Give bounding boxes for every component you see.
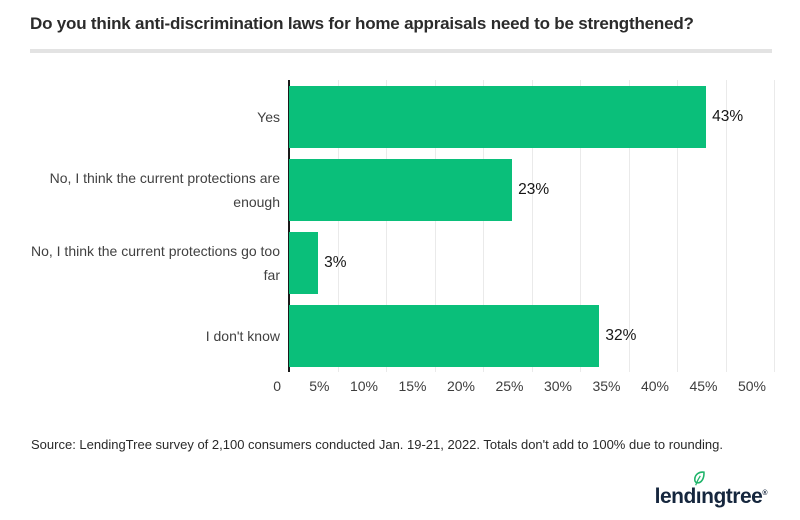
gridline-20 xyxy=(483,80,484,372)
category-label: I don't know xyxy=(205,328,280,344)
category-label: Yes xyxy=(257,109,280,125)
gridline-40 xyxy=(677,80,678,372)
x-tick-label: 25% xyxy=(495,378,524,394)
gridline-50 xyxy=(774,80,775,372)
bar-value-label: 23% xyxy=(518,181,550,198)
gridline-45 xyxy=(725,80,727,372)
category-label: No, I think the current protections go t… xyxy=(30,243,280,283)
bar-1 xyxy=(289,159,513,221)
gridline-10 xyxy=(386,80,387,372)
bar-value-label: 3% xyxy=(324,254,347,271)
x-tick-label: 10% xyxy=(349,378,378,394)
logo-letter-i: ı xyxy=(693,471,705,510)
bar-2 xyxy=(289,232,319,294)
gridline-25 xyxy=(531,80,533,372)
bar-chart: Yes No, I think the current protections a… xyxy=(0,75,800,405)
chart-question-title: Do you think anti-discrimination laws fo… xyxy=(30,14,694,33)
bar-value-label: 32% xyxy=(605,327,637,344)
x-tick-label: 40% xyxy=(640,378,669,394)
x-tick-label: 50% xyxy=(737,378,766,394)
leaf-icon xyxy=(693,471,705,486)
logo-text-post: ngtree xyxy=(701,485,763,508)
lendingtree-logo-text: lendı ngtree® xyxy=(654,471,767,510)
registered-mark: ® xyxy=(762,490,767,497)
bar-value-label: 43% xyxy=(712,108,744,125)
x-tick-label: 15% xyxy=(398,378,427,394)
lendingtree-logo: lendı ngtree® xyxy=(655,470,767,510)
category-label: No, I think the current protections are e… xyxy=(49,170,280,210)
gridline-35 xyxy=(628,80,630,372)
category-label-column: Yes No, I think the current protections a… xyxy=(0,75,280,405)
bar-3 xyxy=(289,305,600,367)
y-axis-line xyxy=(288,80,290,372)
bar-0 xyxy=(289,86,707,148)
x-tick-label: 45% xyxy=(689,378,718,394)
x-tick-label: 30% xyxy=(543,378,572,394)
x-tick-label: 20% xyxy=(446,378,475,394)
source-note: Source: LendingTree survey of 2,100 cons… xyxy=(31,437,723,452)
gridline-5 xyxy=(337,80,339,372)
gridline-30 xyxy=(580,80,581,372)
title-divider xyxy=(30,49,772,53)
logo-text-pre: lend xyxy=(654,485,697,508)
x-tick-label: 35% xyxy=(592,378,621,394)
x-tick-label: 0 xyxy=(273,378,281,394)
gridline-15 xyxy=(434,80,436,372)
x-tick-label: 5% xyxy=(309,378,330,394)
plot-area: 0 5% 10% 15% 20% 25% 30% 35% 40% 45% 50% 43% 23% 3% 32… xyxy=(273,75,800,405)
